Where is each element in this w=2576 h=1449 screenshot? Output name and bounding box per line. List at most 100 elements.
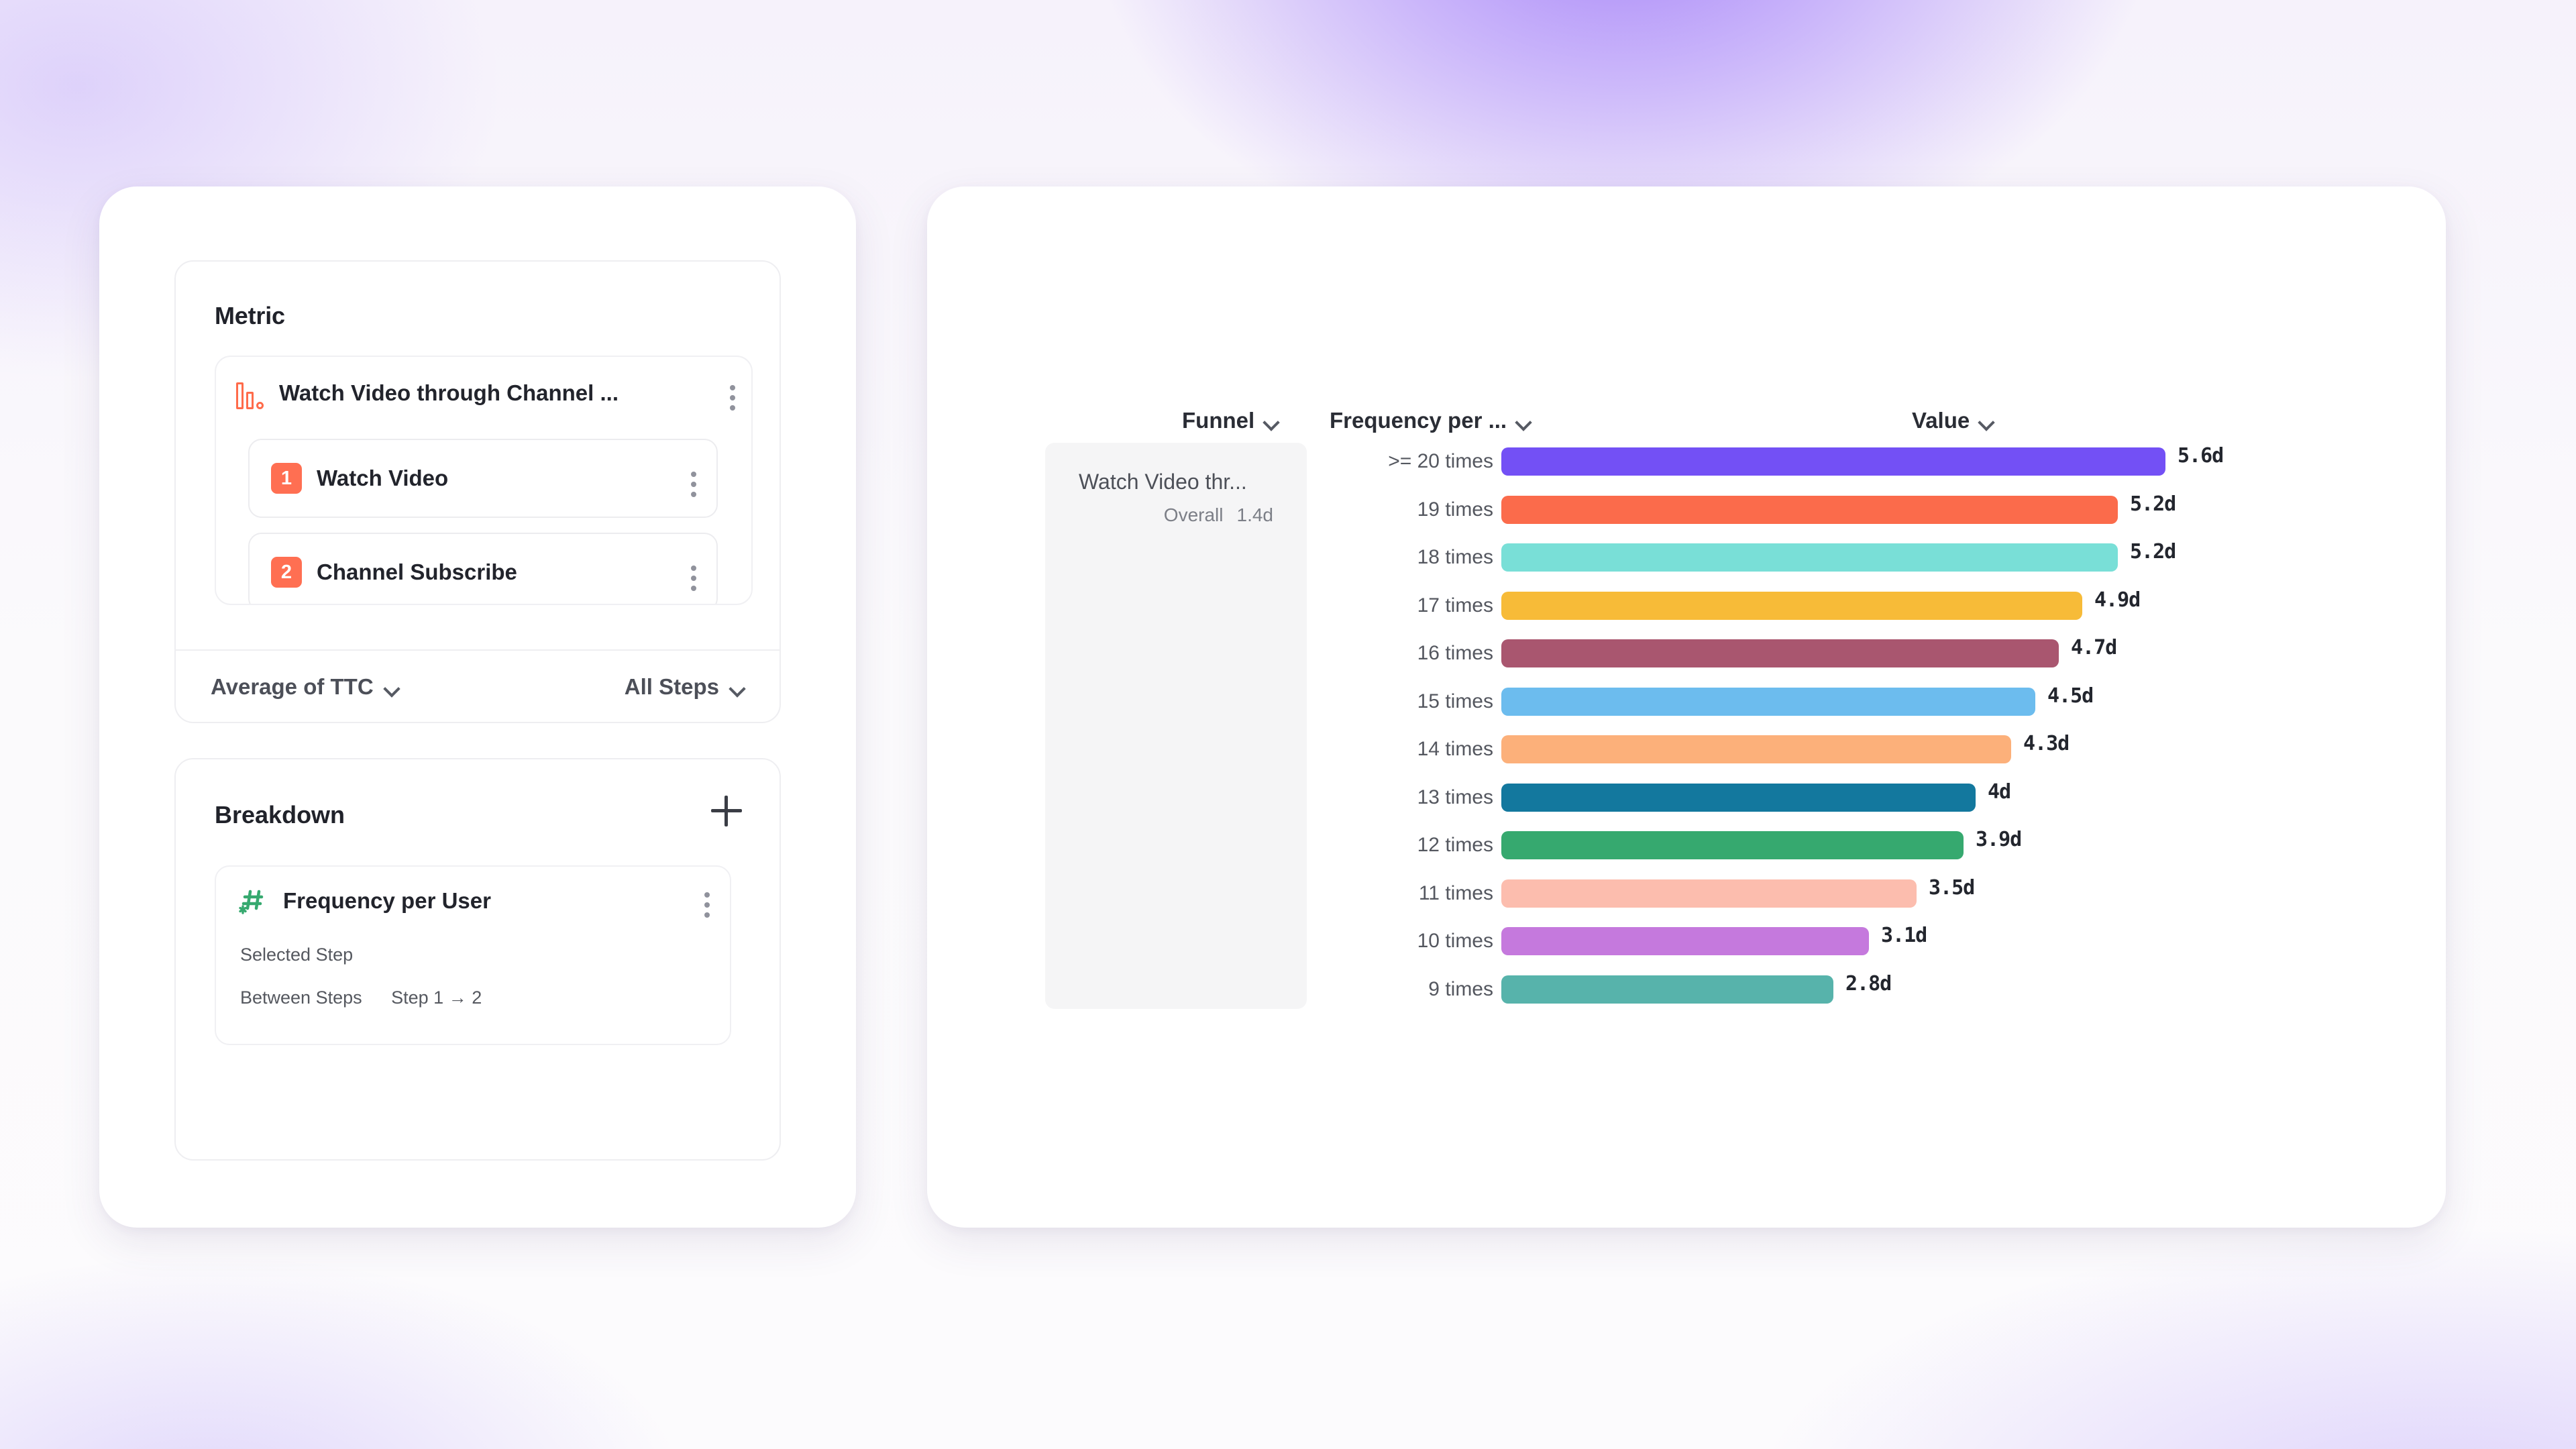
right-chart-panel: Funnel Frequency per ... Value Watch Vid… xyxy=(927,186,2446,1228)
aggregation-dropdown[interactable]: Average of TTC xyxy=(211,674,399,700)
bar-value-label: 3.9d xyxy=(1976,828,2022,851)
bar-fill[interactable] xyxy=(1501,639,2059,667)
breakdown-item[interactable]: Frequency per User Selected Step Between… xyxy=(215,865,731,1045)
metric-event-row[interactable]: Watch Video through Channel ... xyxy=(216,357,751,429)
metric-step-row-2[interactable]: 2 Channel Subscribe xyxy=(248,533,718,604)
step-label: Channel Subscribe xyxy=(317,559,517,584)
bar-fill[interactable] xyxy=(1501,783,1976,812)
plus-icon[interactable] xyxy=(711,796,742,826)
bar-fill[interactable] xyxy=(1501,975,1833,1004)
breakdown-item-kebab-menu-icon[interactable] xyxy=(704,892,710,918)
bar-fill[interactable] xyxy=(1501,591,2082,620)
bar-track xyxy=(1501,495,2118,524)
bar-chart-row[interactable]: 14 times 4.3d xyxy=(927,731,2446,768)
bar-value-label: 5.2d xyxy=(2130,540,2176,564)
aggregation-dropdown-label: Average of TTC xyxy=(211,674,374,699)
bar-category-label: 16 times xyxy=(1417,642,1493,664)
bar-category-label: 13 times xyxy=(1417,786,1493,808)
metric-step-row-1[interactable]: 1 Watch Video xyxy=(248,439,718,518)
bar-chart-icon xyxy=(236,377,268,409)
bar-track xyxy=(1501,447,2165,476)
bar-track xyxy=(1501,879,1917,908)
metric-footer: Average of TTC All Steps xyxy=(176,649,780,723)
bar-chart-row[interactable]: 12 times 3.9d xyxy=(927,826,2446,864)
bar-category-label: >= 20 times xyxy=(1388,450,1493,472)
steps-dropdown-label: All Steps xyxy=(624,674,719,699)
bar-fill[interactable] xyxy=(1501,879,1917,908)
bar-chart-row[interactable]: 16 times 4.7d xyxy=(927,635,2446,672)
breakdown-between-steps-label: Between Steps xyxy=(240,987,362,1008)
bar-chart-row[interactable]: 13 times 4d xyxy=(927,779,2446,816)
bar-track xyxy=(1501,639,2059,667)
bar-category-label: 17 times xyxy=(1417,594,1493,616)
bar-track xyxy=(1501,783,1976,812)
funnel-summary-name: Watch Video thr... xyxy=(1079,470,1247,494)
bar-category-label: 18 times xyxy=(1417,546,1493,568)
breakdown-between-steps-row[interactable]: Between Steps Step 1 → 2 xyxy=(240,987,482,1008)
steps-dropdown[interactable]: All Steps xyxy=(625,674,745,700)
column-header-value-label: Value xyxy=(1912,408,1970,433)
step-label: Watch Video xyxy=(317,466,449,490)
bar-track xyxy=(1501,687,2035,716)
left-config-panel: Metric Watch Video through Channel ... 1… xyxy=(99,186,856,1228)
breakdown-card-title: Breakdown xyxy=(215,801,345,828)
bar-fill[interactable] xyxy=(1501,927,1869,955)
step-number-badge: 2 xyxy=(271,557,302,588)
hash-number-icon xyxy=(239,884,272,918)
bar-value-label: 4.7d xyxy=(2071,636,2117,659)
bar-chart-row[interactable]: 11 times 3.5d xyxy=(927,875,2446,912)
bar-chart-row[interactable]: 18 times 5.2d xyxy=(927,539,2446,576)
breakdown-item-label: Frequency per User xyxy=(283,888,491,913)
bar-value-label: 4d xyxy=(1988,780,2011,804)
bar-fill[interactable] xyxy=(1501,735,2011,763)
metric-event-group: Watch Video through Channel ... 1 Watch … xyxy=(215,356,753,605)
bar-value-label: 5.2d xyxy=(2130,492,2176,516)
breakdown-selected-step-label: Selected Step xyxy=(240,945,354,965)
funnel-summary-cell[interactable]: Watch Video thr... Overall 1.4d xyxy=(1045,443,1307,1009)
bar-chart-row[interactable]: 17 times 4.9d xyxy=(927,587,2446,625)
column-header-funnel-label: Funnel xyxy=(1182,408,1255,433)
bar-chart-row[interactable]: 15 times 4.5d xyxy=(927,683,2446,720)
bar-category-label: 10 times xyxy=(1417,930,1493,952)
bar-chart-row[interactable]: 9 times 2.8d xyxy=(927,971,2446,1008)
bar-category-label: 9 times xyxy=(1428,977,1493,1000)
bar-fill[interactable] xyxy=(1501,447,2165,476)
bar-value-label: 4.3d xyxy=(2023,732,2070,755)
metric-event-kebab-menu-icon[interactable] xyxy=(730,385,735,411)
chevron-down-icon xyxy=(730,683,745,691)
bar-chart-row[interactable]: 10 times 3.1d xyxy=(927,922,2446,960)
bar-chart-row[interactable]: >= 20 times 5.6d xyxy=(927,443,2446,480)
step-1-kebab-menu-icon[interactable] xyxy=(691,472,696,497)
bar-fill[interactable] xyxy=(1501,543,2118,572)
bar-category-label: 12 times xyxy=(1417,834,1493,856)
bar-track xyxy=(1501,927,1869,955)
bar-fill[interactable] xyxy=(1501,831,1964,859)
bar-fill[interactable] xyxy=(1501,495,2118,524)
bar-track xyxy=(1501,591,2082,620)
bar-chart: >= 20 times 5.6d 19 times 5.2d 18 times 5.2d 1… xyxy=(927,186,2446,1228)
bar-value-label: 4.5d xyxy=(2047,684,2094,708)
column-header-frequency-label: Frequency per ... xyxy=(1330,408,1507,433)
bar-fill[interactable] xyxy=(1501,687,2035,716)
bar-category-label: 11 times xyxy=(1418,881,1493,904)
column-header-funnel[interactable]: Funnel xyxy=(1182,408,1279,433)
step-2-kebab-menu-icon[interactable] xyxy=(691,566,696,591)
funnel-overall-value: 1.4d xyxy=(1236,504,1274,525)
bar-value-label: 4.9d xyxy=(2094,588,2141,612)
bar-value-label: 2.8d xyxy=(1845,971,1892,996)
bar-track xyxy=(1501,543,2118,572)
bar-chart-row[interactable]: 19 times 5.2d xyxy=(927,491,2446,529)
metric-card: Metric Watch Video through Channel ... 1… xyxy=(174,260,781,723)
funnel-overall-label: Overall xyxy=(1163,504,1224,525)
metric-card-title: Metric xyxy=(215,302,285,329)
bar-value-label: 3.1d xyxy=(1881,924,1927,947)
breakdown-card: Breakdown Frequency per User xyxy=(174,758,781,1161)
breakdown-item-header: Frequency per User xyxy=(216,867,733,935)
column-header-value[interactable]: Value xyxy=(1912,408,1994,433)
bar-track xyxy=(1501,735,2011,763)
bar-value-label: 5.6d xyxy=(2178,444,2224,468)
breakdown-selected-step-row[interactable]: Selected Step xyxy=(240,945,353,965)
funnel-summary-overall: Overall 1.4d xyxy=(1164,504,1273,526)
step-number-badge: 1 xyxy=(271,463,302,494)
column-header-frequency[interactable]: Frequency per ... xyxy=(1330,408,1531,433)
